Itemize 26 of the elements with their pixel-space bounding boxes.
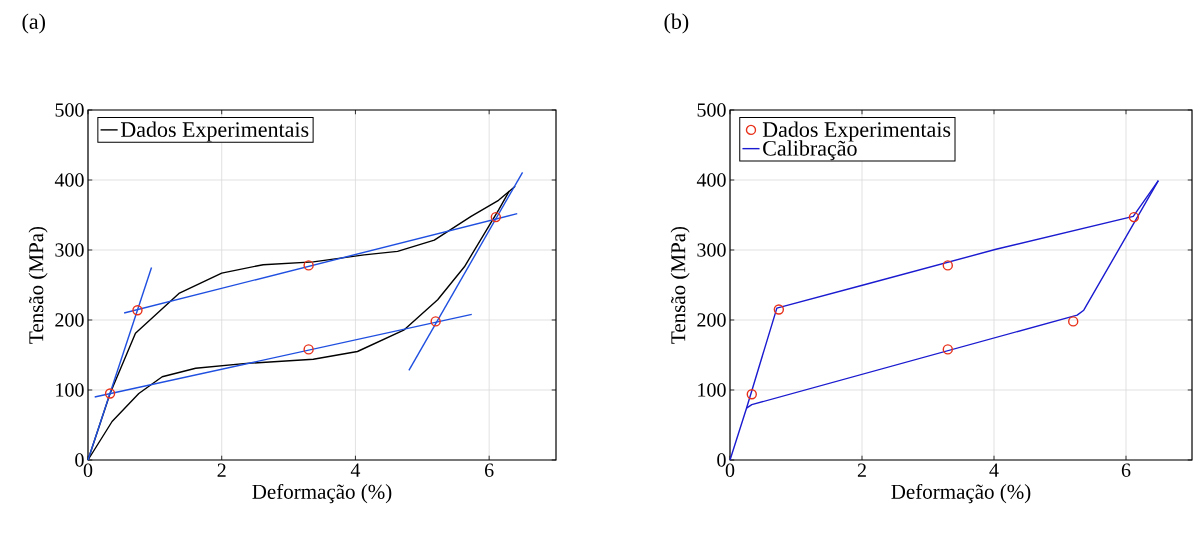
y-tick-label: 300 [55, 243, 84, 257]
chart-title: (a) [22, 13, 45, 34]
x-tick-label: 6 [485, 463, 494, 477]
y-tick-label: 0 [75, 453, 84, 467]
x-tick-label: 4 [989, 463, 999, 477]
x-tick-label: 2 [857, 463, 866, 477]
y-tick-label: 500 [55, 103, 84, 117]
chart-title: (b) [664, 13, 689, 34]
y-tick-label: 0 [717, 453, 726, 467]
y-tick-label: 200 [697, 313, 726, 327]
y-tick-label: 400 [696, 173, 726, 187]
x-tick-label: 6 [1121, 463, 1131, 477]
y-tick-label: 400 [54, 173, 84, 187]
y-axis-title: Tensão (MPa) [670, 226, 690, 344]
x-axis-title: Deformação (%) [891, 483, 1031, 504]
y-tick-label: 100 [698, 383, 726, 397]
y-axis-title: Tensão (MPa) [28, 226, 48, 344]
y-tick-label: 500 [697, 103, 726, 117]
x-tick-label: 2 [217, 463, 226, 477]
x-axis-title: Deformação (%) [252, 483, 392, 504]
y-tick-label: 300 [697, 243, 726, 257]
legend-label: Calibração [763, 140, 857, 161]
legend-label: Dados Experimentais [120, 121, 309, 142]
y-tick-label: 100 [56, 383, 84, 397]
x-tick-label: 4 [350, 463, 361, 477]
y-tick-label: 200 [55, 313, 84, 327]
